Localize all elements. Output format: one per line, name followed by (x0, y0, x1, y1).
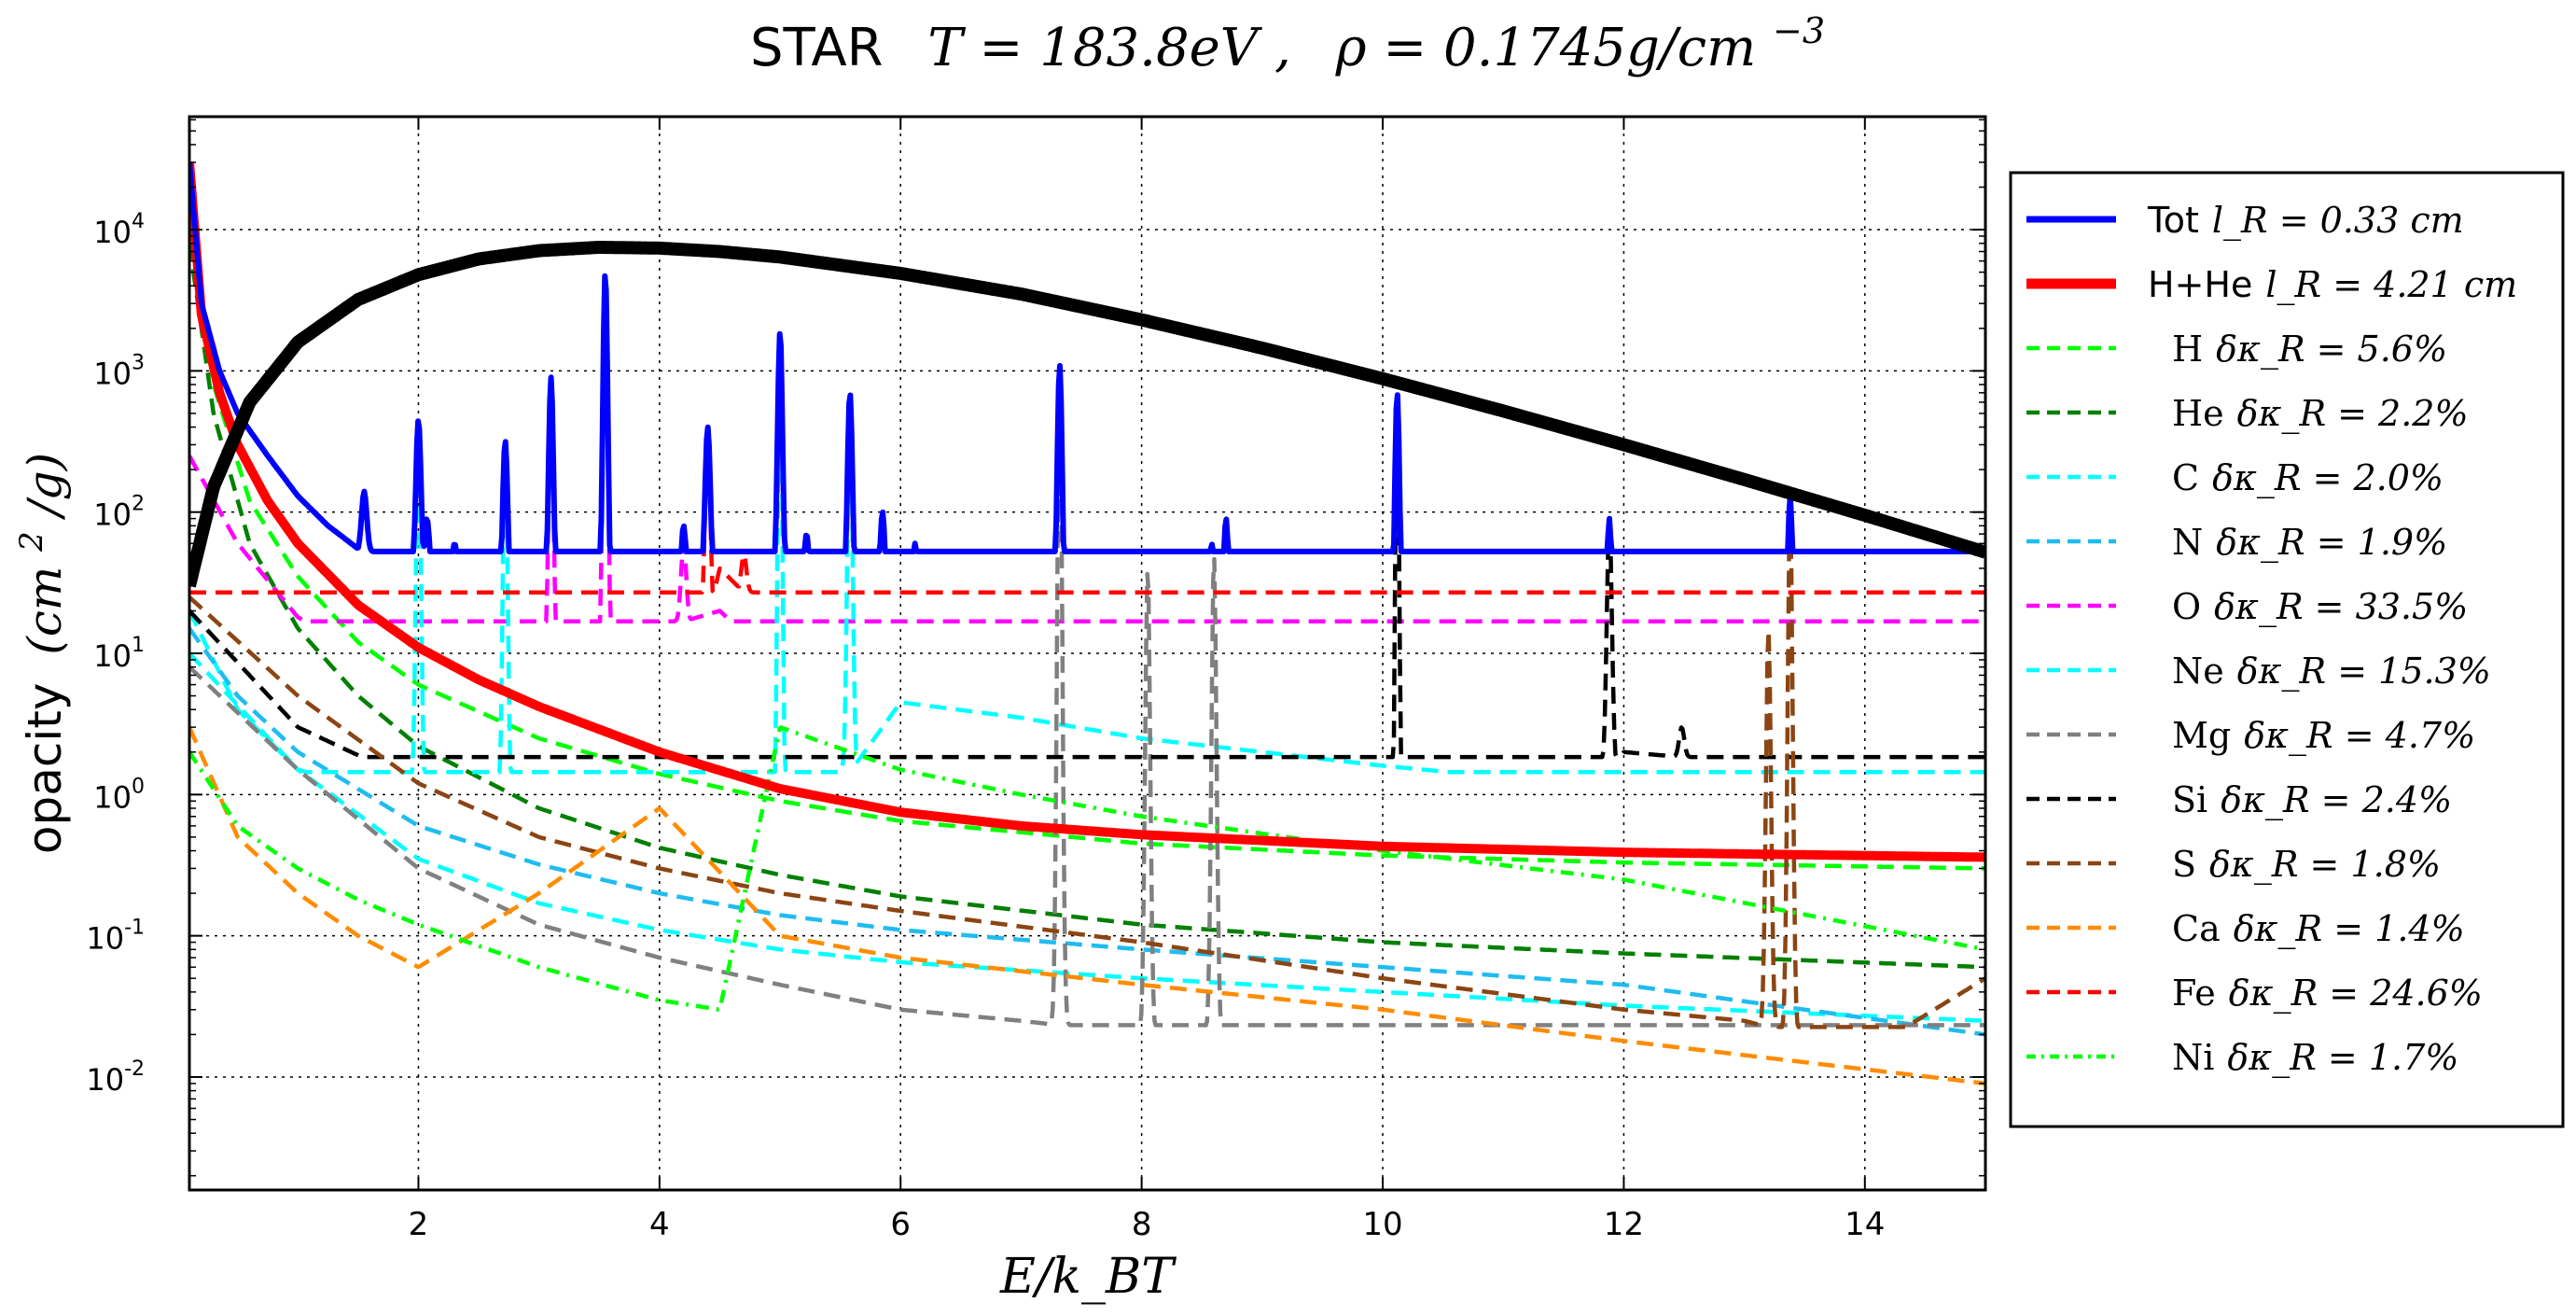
legend-label: Ca δκ_R = 1.4% (2172, 908, 2465, 950)
legend-label: Ne δκ_R = 15.3% (2172, 651, 2491, 693)
legend-series-value: δκ_R = 5.6% (2216, 329, 2447, 371)
y-tick-exponent: 3 (132, 351, 145, 374)
y-tick-exponent: 4 (132, 210, 145, 233)
legend-series-value: δκ_R = 2.2% (2237, 393, 2469, 435)
legend-series-value: δκ_R = 24.6% (2229, 973, 2483, 1015)
y-axis-label-units: (cm (18, 567, 72, 655)
legend-series-name: Ni (2172, 1037, 2214, 1078)
legend-series-name: H+He (2148, 264, 2252, 305)
y-axis-label: opacity (cm 2 /g) (0, 453, 72, 854)
legend-series-value: δκ_R = 1.4% (2234, 908, 2465, 950)
legend-series-value: δκ_R = 33.5% (2214, 586, 2468, 628)
legend-series-name: Si (2172, 779, 2207, 820)
grid-lines (189, 117, 1985, 1190)
legend-series-value: δκ_R = 2.0% (2212, 457, 2444, 499)
legend-series-name: O (2172, 586, 2201, 627)
y-axis-label-units-exp: 2 (13, 531, 50, 553)
title-temperature: T = 183.8eV , (927, 18, 1290, 78)
y-tick-exponent: 1 (132, 634, 145, 657)
series-line-fe (189, 433, 1985, 595)
x-tick-label: 4 (649, 1206, 670, 1243)
legend-label: He δκ_R = 2.2% (2172, 393, 2469, 435)
series-line-ne (189, 334, 1985, 775)
legend-series-name: Ca (2172, 908, 2221, 949)
series-line-c (189, 609, 1985, 1023)
series-line-he (189, 243, 1985, 970)
legend-box (2009, 171, 2565, 1128)
legend-series-value: δκ_R = 15.3% (2237, 651, 2491, 693)
legend: Tot l_R = 0.33 cm H+He l_R = 4.21 cm H δκ_R =… (2026, 200, 2517, 1079)
title-density-exponent: −3 (1773, 10, 1825, 51)
y-tick-exponent: -2 (124, 1057, 145, 1081)
y-axis-label-units-tail: /g) (18, 453, 72, 520)
legend-series-name: Fe (2172, 973, 2216, 1014)
series-line-s (189, 510, 1985, 1029)
series-line-h (189, 204, 1985, 871)
legend-series-value: l_R = 4.21 cm (2265, 264, 2517, 306)
legend-label: Tot l_R = 0.33 cm (2147, 200, 2464, 242)
y-tick-label: 104 (93, 210, 145, 250)
y-tick-label: 102 (93, 493, 145, 533)
series-line-ni (189, 725, 1985, 1012)
legend-series-value: δκ_R = 1.8% (2209, 844, 2441, 886)
y-axis-label-text: opacity (18, 683, 72, 855)
legend-series-name: Tot (2147, 200, 2199, 241)
legend-label: Ni δκ_R = 1.7% (2172, 1037, 2458, 1079)
y-tick-exponent: 0 (132, 775, 145, 798)
legend-label: Fe δκ_R = 24.6% (2172, 973, 2483, 1015)
y-tick-exponent: 2 (132, 493, 145, 516)
legend-series-name: He (2172, 393, 2224, 434)
legend-series-name: H (2172, 329, 2203, 370)
series-line-n (189, 627, 1985, 1037)
y-tick-exponent: -1 (124, 917, 145, 940)
curves-layer (189, 161, 1985, 1086)
series-line-tot (189, 161, 1985, 554)
series-line-ca (189, 726, 1985, 1086)
series-line-o (189, 274, 1985, 624)
legend-series-value: δκ_R = 2.4% (2221, 779, 2452, 821)
legend-series-value: δκ_R = 4.7% (2244, 715, 2475, 757)
legend-series-value: δκ_R = 1.7% (2227, 1037, 2458, 1079)
series-line-si (189, 396, 1985, 760)
x-tick-label: 2 (409, 1206, 429, 1243)
legend-label: Si δκ_R = 2.4% (2172, 779, 2452, 821)
y-tick-label: 10-1 (86, 917, 145, 957)
x-tick-label: 10 (1362, 1206, 1402, 1243)
legend-label: H+He l_R = 4.21 cm (2148, 264, 2517, 306)
x-tick-label: 8 (1132, 1206, 1152, 1243)
x-tick-label: 12 (1604, 1206, 1644, 1243)
x-tick-label: 6 (890, 1206, 911, 1243)
legend-series-name: C (2172, 457, 2199, 498)
legend-series-name: N (2172, 522, 2203, 563)
y-tick-label: 103 (93, 351, 145, 391)
legend-series-value: δκ_R = 1.9% (2216, 522, 2447, 564)
legend-series-name: Mg (2172, 715, 2231, 756)
x-axis-label: E/k_BT (999, 1249, 1177, 1305)
legend-series-name: S (2172, 844, 2196, 885)
legend-label: Mg δκ_R = 4.7% (2172, 715, 2475, 757)
title-density: ρ = 0.1745g/cm (1335, 18, 1757, 78)
x-tick-label: 14 (1845, 1206, 1885, 1243)
legend-series-value: l_R = 0.33 cm (2212, 200, 2464, 242)
legend-series-name: Ne (2172, 651, 2224, 692)
series-line-h-he (189, 161, 1985, 862)
chart-title: STAR T = 183.8eV , ρ = 0.1745g/cm −3 (750, 10, 1825, 78)
rosseland-weight-curve (189, 241, 1985, 588)
y-tick-label: 10-2 (86, 1057, 145, 1098)
y-tick-label: 101 (93, 634, 145, 674)
title-prefix: STAR (750, 18, 884, 78)
y-tick-label: 100 (93, 775, 145, 815)
